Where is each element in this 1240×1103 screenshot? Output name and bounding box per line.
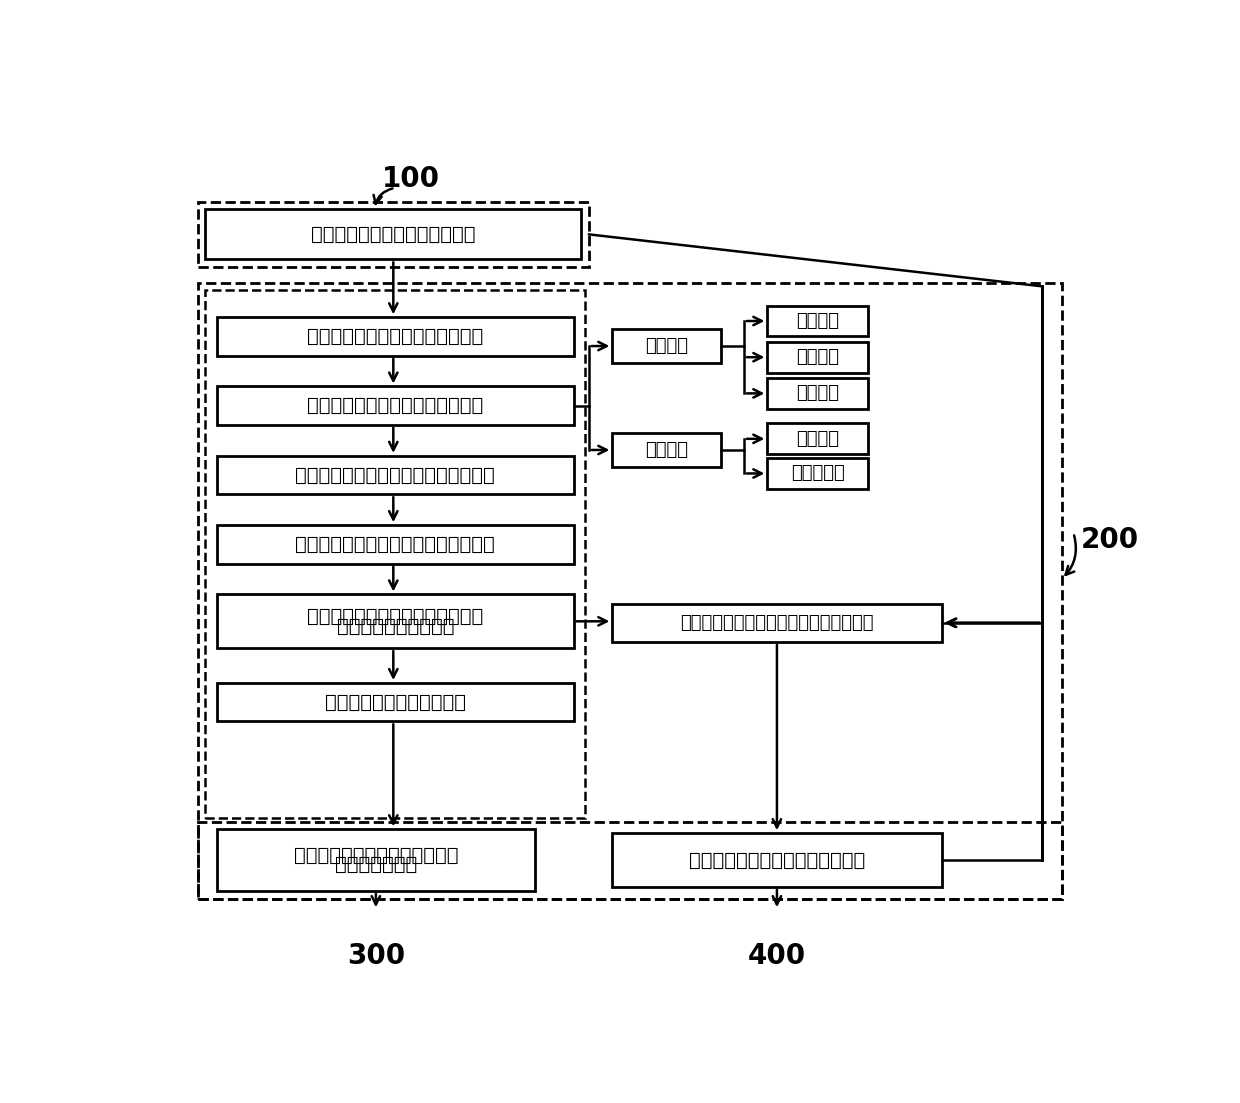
Text: 微信支付: 微信支付 — [796, 430, 839, 448]
Bar — [206, 290, 585, 817]
Text: 通讯单元获取并发送商品信息和用户信息: 通讯单元获取并发送商品信息和用户信息 — [681, 614, 874, 632]
Bar — [768, 306, 868, 336]
Text: 刷脸支付: 刷脸支付 — [796, 384, 839, 403]
Bar — [197, 202, 589, 267]
Text: 现金支付: 现金支付 — [645, 441, 688, 459]
Bar — [613, 432, 720, 468]
Text: 刷卡支付: 刷卡支付 — [796, 349, 839, 366]
Bar — [217, 595, 573, 649]
Text: 200: 200 — [1081, 526, 1140, 555]
Bar — [768, 342, 868, 373]
Text: 用户从出货口取走所购商品: 用户从出货口取走所购商品 — [325, 693, 466, 711]
Text: 出货仓接收掉落的所购商品并通过: 出货仓接收掉落的所购商品并通过 — [308, 607, 484, 627]
Text: 300: 300 — [347, 942, 405, 971]
Bar — [217, 386, 573, 425]
Bar — [768, 378, 868, 409]
Text: 100: 100 — [382, 164, 440, 193]
Bar — [217, 525, 573, 564]
Text: 用户通过客户端查找兑换机位置: 用户通过客户端查找兑换机位置 — [311, 225, 476, 244]
Bar — [217, 456, 573, 494]
Bar — [613, 833, 941, 887]
Text: 并发出识别结果: 并发出识别结果 — [335, 855, 417, 875]
Text: 垃圾分拣中心识别垃圾分类信息: 垃圾分拣中心识别垃圾分类信息 — [294, 846, 458, 865]
Bar — [206, 210, 582, 259]
Text: 扫码设备记录商品信息: 扫码设备记录商品信息 — [336, 617, 454, 635]
Bar — [217, 683, 573, 721]
Text: 用户通过触摸显示屏选择所需商品: 用户通过触摸显示屏选择所需商品 — [308, 326, 484, 346]
Bar — [197, 822, 1061, 899]
Text: 扫码支付: 扫码支付 — [796, 312, 839, 330]
Text: 控制装置接收支付信息并发出出货指令: 控制装置接收支付信息并发出出货指令 — [295, 465, 495, 484]
Bar — [768, 458, 868, 489]
Bar — [217, 829, 534, 891]
Text: 积分支付: 积分支付 — [645, 338, 688, 355]
Text: 支付宝支付: 支付宝支付 — [791, 464, 844, 482]
Text: 出货装置接收出货指令并弹出所购商品: 出货装置接收出货指令并弹出所购商品 — [295, 535, 495, 554]
Text: 400: 400 — [748, 942, 806, 971]
Bar — [613, 329, 720, 363]
Bar — [768, 424, 868, 454]
Text: 用户进行商品支付并获取用户信息: 用户进行商品支付并获取用户信息 — [308, 396, 484, 415]
Bar — [217, 318, 573, 355]
Bar — [197, 282, 1061, 899]
Text: 后台终端获取商品信息和用户信息: 后台终端获取商品信息和用户信息 — [688, 850, 866, 869]
Bar — [613, 603, 941, 642]
